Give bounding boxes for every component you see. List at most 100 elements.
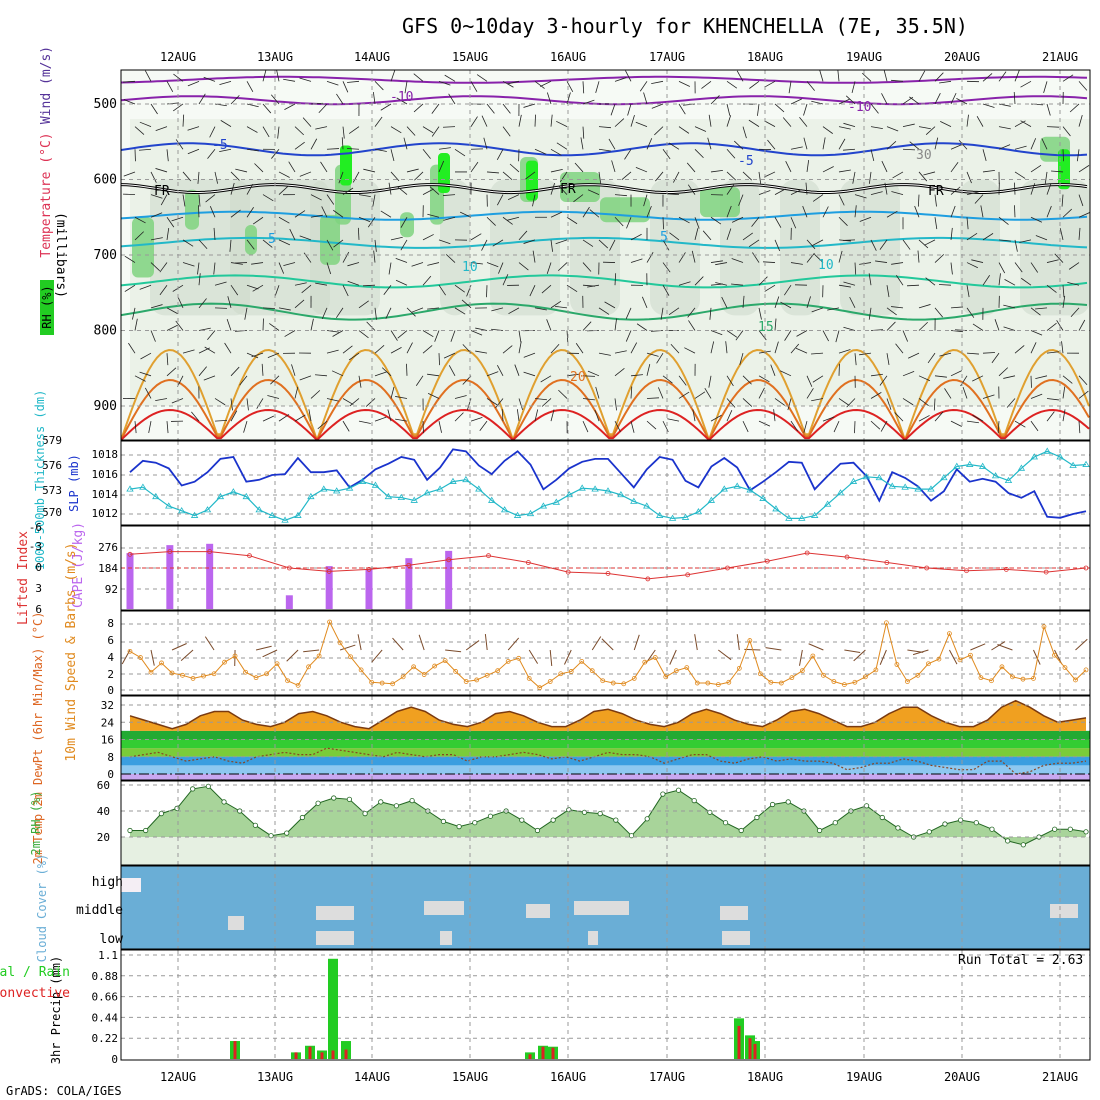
wind-barb: [326, 194, 335, 205]
wind-barb: [749, 81, 760, 89]
wind-barb: [198, 239, 208, 250]
wind-barb: [1043, 81, 1048, 93]
wind-speed-point: [789, 675, 795, 681]
wind-barb: [678, 103, 686, 115]
wind-barb-10m: [736, 634, 740, 651]
wind-barb: [686, 162, 696, 173]
wind-barb: [1069, 103, 1080, 113]
precip-total-bar: [328, 958, 338, 1059]
thickness-point: [216, 492, 225, 500]
wind-barb: [966, 352, 979, 355]
wind-barb: [139, 284, 152, 290]
isotherm: [121, 210, 1088, 221]
wind-barb: [155, 398, 168, 402]
wind-barb: [721, 296, 728, 309]
thickness-point: [591, 485, 599, 492]
wind-barb: [1035, 307, 1048, 310]
wind-barb: [925, 277, 936, 286]
wind-barb: [470, 81, 478, 92]
wind-barb: [486, 371, 499, 377]
wind-barb: [144, 387, 152, 399]
wind-barb: [182, 262, 195, 267]
wind-barb: [604, 301, 616, 309]
temp-line: [129, 699, 1087, 730]
wind-barb: [332, 330, 344, 337]
wind-barb: [566, 373, 579, 377]
wind-speed-point: [516, 655, 522, 661]
cloud-level-label: middle: [76, 903, 123, 918]
wind-barb: [614, 77, 627, 82]
bottom-date-label: 18AUG: [747, 1070, 783, 1084]
wind-barb: [630, 115, 635, 127]
wind-barb: [315, 374, 328, 377]
wind-barb: [214, 171, 218, 184]
wind-barb-10m: [808, 643, 824, 651]
wind-barb: [758, 330, 767, 341]
wind-barb: [395, 418, 408, 422]
wind-speed-point: [232, 653, 238, 659]
wind-barb: [204, 346, 216, 354]
wind-barb: [767, 139, 776, 150]
wind-barb: [822, 416, 835, 422]
wind-speed-point: [999, 664, 1005, 670]
wind-barb: [395, 258, 408, 263]
wind-barb: [662, 239, 670, 251]
wind-barb: [166, 81, 174, 93]
wind-barb: [496, 149, 504, 161]
wind-barb: [1062, 375, 1073, 384]
rh-point: [268, 833, 274, 839]
wind-barb: [321, 307, 328, 320]
wind-barb: [1046, 351, 1059, 354]
wind-barb: [811, 352, 824, 355]
wind-barb: [347, 280, 360, 286]
wind-barb: [1014, 262, 1023, 273]
rh-point: [472, 820, 478, 826]
wind-barb: [267, 352, 280, 358]
wind-barb: [1044, 171, 1048, 184]
wind-barb: [950, 205, 956, 218]
lifted-index-point: [1043, 569, 1049, 575]
top-date-label: 17AUG: [649, 50, 685, 64]
wind-barb: [246, 103, 259, 108]
wind-barb: [205, 194, 216, 203]
wind-barb: [1014, 420, 1026, 428]
wind-barb: [580, 137, 584, 150]
wind-barb: [502, 126, 511, 137]
wind-barb: [687, 307, 696, 318]
li-axis-label: Lifted Index: [16, 531, 31, 625]
wind-barb-10m: [1075, 638, 1088, 651]
rh-point: [1036, 834, 1042, 840]
wind-barb: [880, 420, 888, 432]
wind-barb: [374, 81, 384, 91]
wind-barb: [213, 262, 216, 275]
wind-barb: [998, 216, 1009, 225]
wind-barb: [811, 100, 824, 105]
thickness-point: [449, 477, 457, 484]
wind-barb: [806, 296, 811, 308]
wind-barb: [1006, 398, 1016, 408]
wind-barb: [582, 398, 595, 401]
thickness-point: [953, 462, 961, 469]
wind-barb: [891, 79, 904, 82]
wind-speed-point: [957, 657, 963, 663]
wind-barb: [427, 307, 440, 310]
wind-barb: [390, 347, 402, 354]
credit: GrADS: COLA/IGES: [6, 1084, 122, 1098]
cape-bar: [126, 553, 134, 609]
temp-band: [121, 748, 1090, 757]
wind-barb: [532, 194, 536, 207]
wind-speed-point: [873, 667, 879, 673]
thickness-point: [798, 514, 806, 521]
wind-barb: [966, 285, 970, 298]
wind-barb: [267, 395, 280, 399]
thickness-point: [940, 474, 948, 481]
rh-point: [628, 833, 635, 839]
wind-barb: [939, 80, 952, 84]
wind-barb: [427, 262, 440, 266]
wind-barb: [694, 276, 704, 286]
contour-label: -10: [390, 90, 413, 105]
wind-barb: [950, 330, 963, 333]
wind-barb: [609, 239, 616, 251]
rh-point: [487, 813, 494, 819]
wind-barb: [230, 95, 240, 105]
